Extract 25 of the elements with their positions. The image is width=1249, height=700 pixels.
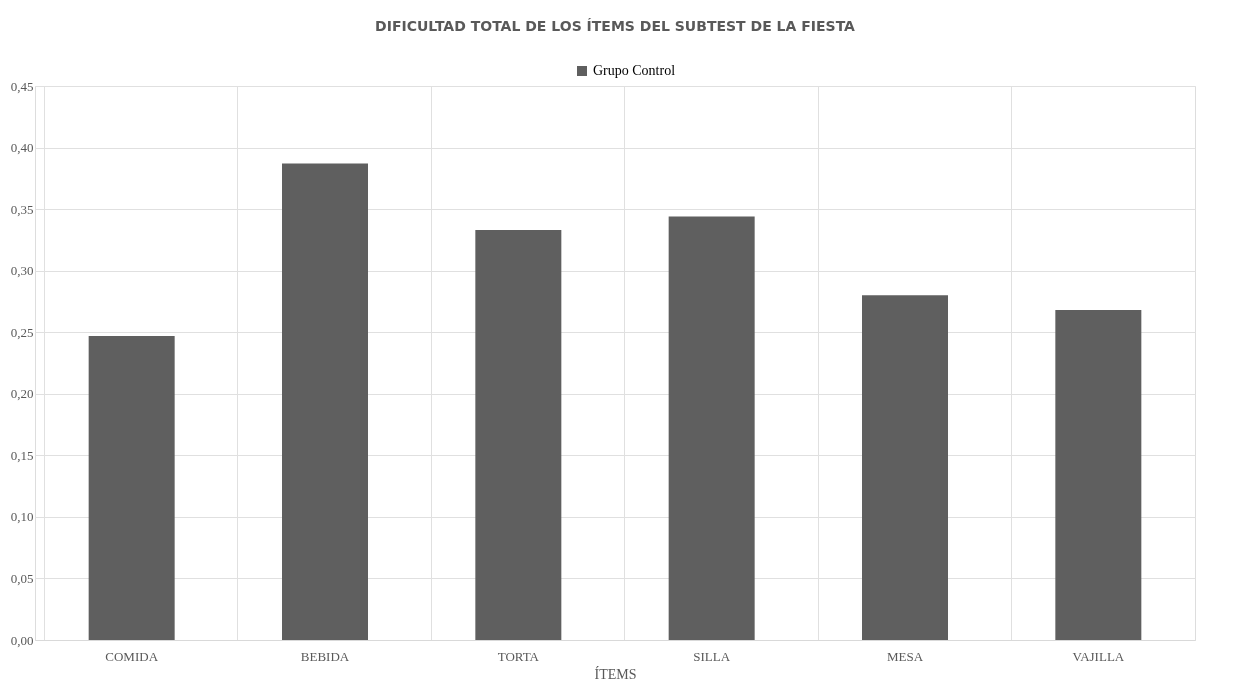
x-tick-label: VAJILLA [1072,648,1125,664]
x-tick-label: COMIDA [105,648,159,664]
x-tick-label: SILLA [693,648,731,664]
y-tick-label: 0,35 [10,201,34,217]
y-tick-label: 0,25 [10,324,34,340]
x-tick-label: MESA [886,648,924,664]
bar [1055,310,1142,640]
y-tick-label: 0,45 [10,78,34,94]
y-tick-label: 0,40 [10,140,34,156]
y-tick-label: 0,30 [10,263,34,279]
bar [862,295,948,640]
bar [282,163,368,640]
x-tick-label: BEBIDA [300,648,350,664]
bar [668,216,755,640]
bar [475,230,562,640]
chart-title: DIFICULTAD TOTAL DE LOS ÍTEMS DEL SUBTEST DE LA FIESTA [375,18,856,34]
y-tick-label: 0,10 [10,509,34,525]
x-axis-title: ÍTEMS [594,665,637,682]
bar [88,335,175,640]
x-tick-label: TORTA [497,648,540,664]
y-tick-label: 0,00 [10,632,34,648]
y-tick-label: 0,05 [10,570,34,586]
y-tick-label: 0,15 [10,447,34,463]
y-tick-label: 0,20 [10,386,34,402]
legend-label: Grupo Control [593,63,676,78]
